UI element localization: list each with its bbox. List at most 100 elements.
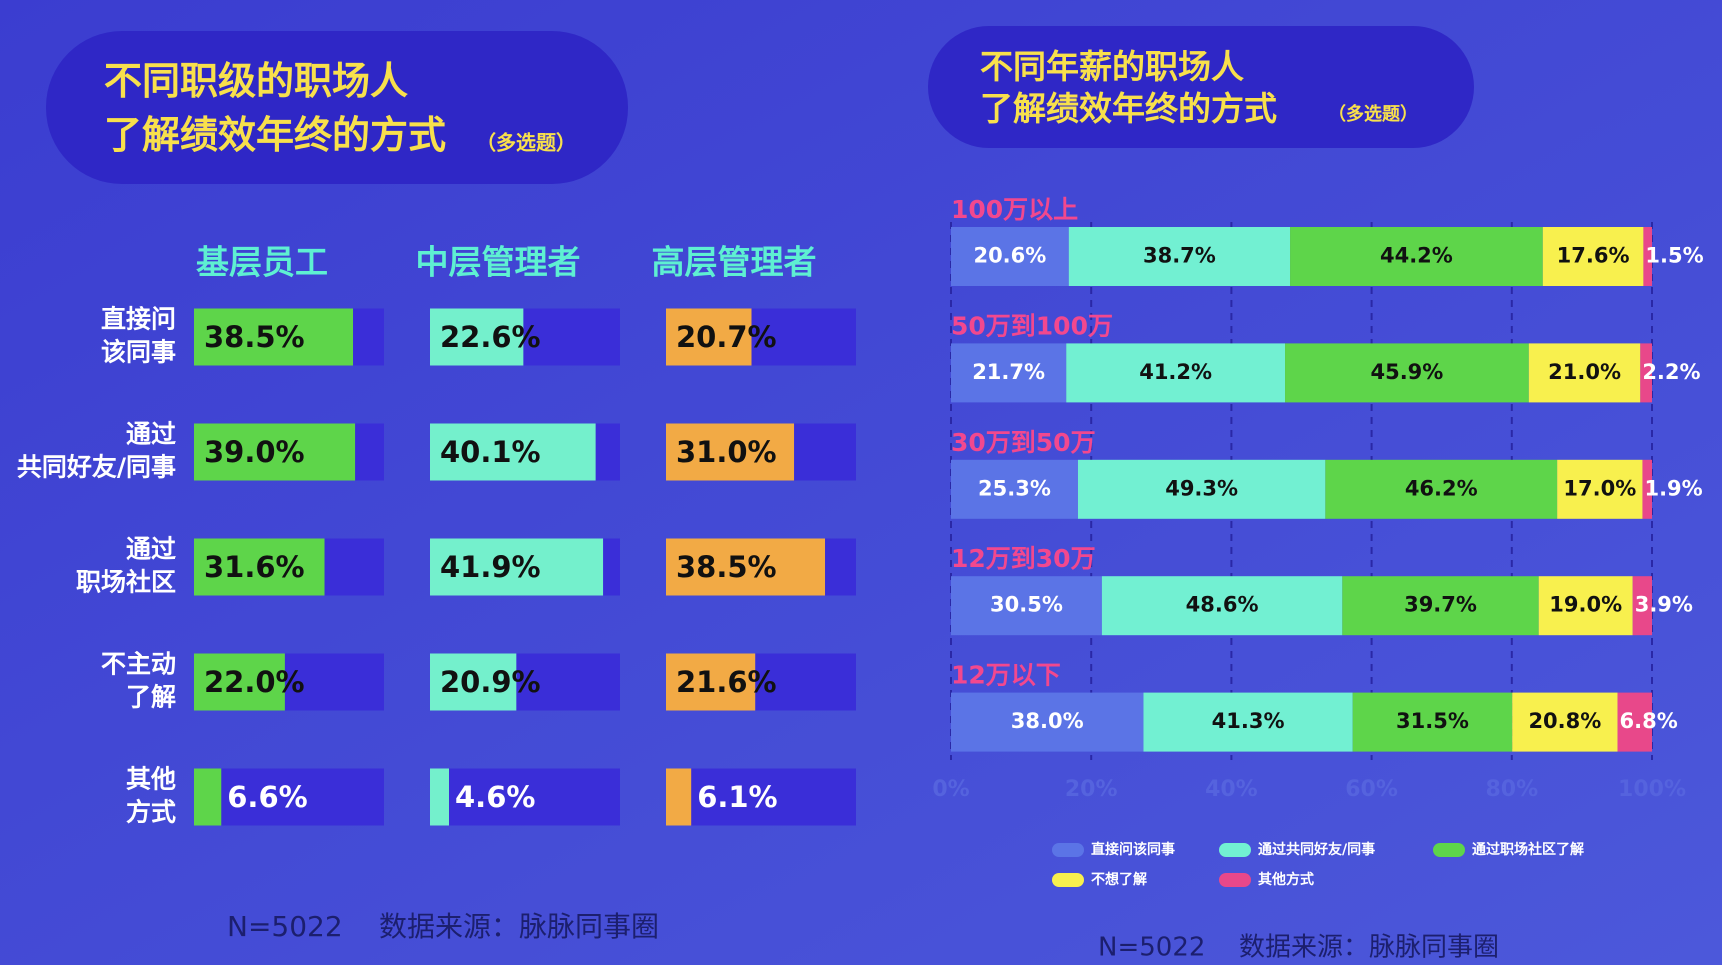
value-label: 17.6% — [1557, 244, 1630, 268]
bar-track — [194, 768, 384, 826]
category-label: 12万以下 — [951, 661, 1061, 690]
legend-label: 直接问该同事 — [1091, 841, 1175, 858]
x-tick-label: 80% — [1485, 777, 1538, 802]
category-label: 直接问该同事 — [101, 305, 176, 367]
bar-segment — [951, 227, 1069, 286]
bar-track — [666, 768, 856, 826]
value-label: 6.6% — [227, 780, 307, 814]
bar — [194, 768, 222, 826]
bar-segment — [951, 343, 1067, 403]
value-label: 22.6% — [440, 320, 541, 354]
value-label: 41.9% — [440, 550, 541, 584]
category-label: 通过职场社区 — [76, 535, 176, 597]
bar — [666, 768, 692, 826]
x-tick-label: 20% — [1065, 777, 1118, 802]
bar — [666, 308, 752, 366]
value-label: 40.1% — [440, 435, 541, 469]
value-label: 20.6% — [973, 244, 1046, 268]
legend-swatch — [1052, 843, 1084, 857]
bar-segment — [1528, 343, 1641, 403]
value-label: 6.1% — [697, 780, 777, 814]
category-label: 12万到30万 — [951, 544, 1096, 573]
legend-swatch — [1433, 843, 1465, 857]
bar-track — [430, 768, 620, 826]
bar — [666, 423, 795, 481]
value-label: 38.7% — [1143, 244, 1216, 268]
bar-segment — [1557, 459, 1643, 519]
category-label: 50万到100万 — [951, 311, 1113, 340]
x-tick-label: 40% — [1205, 777, 1258, 802]
column-header: 中层管理者 — [416, 243, 581, 282]
bar-segment — [1342, 576, 1539, 636]
bar-segment — [1101, 576, 1343, 636]
value-label: 25.3% — [978, 476, 1051, 500]
bar — [666, 538, 826, 596]
category-label: 不主动了解 — [101, 650, 176, 712]
legend-swatch — [1219, 843, 1251, 857]
bar-segment — [1068, 227, 1291, 286]
title-pill — [46, 31, 628, 184]
value-label: 45.9% — [1370, 360, 1443, 384]
value-label: 3.9% — [1635, 593, 1693, 617]
value-label: 30.5% — [990, 593, 1063, 617]
column-header: 基层员工 — [196, 243, 328, 282]
bar — [430, 423, 596, 481]
value-label: 46.2% — [1405, 476, 1478, 500]
sample-note: N=5022 — [1098, 933, 1205, 963]
value-label: 49.3% — [1165, 476, 1238, 500]
value-label: 1.5% — [1645, 244, 1703, 268]
category-label: 30万到50万 — [951, 428, 1096, 457]
value-label: 41.2% — [1139, 360, 1212, 384]
value-label: 39.0% — [204, 435, 305, 469]
legend-swatch — [1052, 873, 1084, 887]
bar — [194, 538, 325, 596]
x-tick-label: 100% — [1618, 777, 1686, 802]
legend-swatch — [1219, 873, 1251, 887]
x-tick-label: 0% — [932, 777, 969, 802]
bar-segment — [1617, 692, 1652, 752]
category-label: 其他方式 — [126, 765, 176, 827]
value-label: 31.0% — [676, 435, 777, 469]
bar-segment — [951, 576, 1102, 636]
bar — [430, 768, 449, 826]
bar-segment — [1143, 692, 1353, 752]
bar-segment — [951, 692, 1144, 752]
bar-segment — [1632, 576, 1652, 636]
sample-note: N=5022 — [227, 910, 343, 943]
value-label: 19.0% — [1549, 593, 1622, 617]
value-label: 21.7% — [972, 360, 1045, 384]
chart-subtitle: （多选题） — [476, 131, 576, 155]
value-label: 48.6% — [1186, 593, 1259, 617]
value-label: 6.8% — [1620, 709, 1678, 733]
legend-label: 不想了解 — [1091, 871, 1147, 888]
value-label: 38.5% — [204, 320, 305, 354]
value-label: 21.6% — [676, 665, 777, 699]
bar — [666, 653, 756, 711]
value-label: 2.2% — [1642, 360, 1700, 384]
value-label: 44.2% — [1380, 244, 1453, 268]
bar — [194, 653, 285, 711]
bar — [430, 308, 524, 366]
chart-title: 不同年薪的职场人了解绩效年终的方式 — [980, 47, 1277, 128]
bar-segment — [951, 459, 1078, 519]
column-header: 高层管理者 — [652, 243, 817, 282]
value-label: 20.8% — [1528, 709, 1601, 733]
bar-segment — [1542, 227, 1644, 286]
bar-segment — [1290, 227, 1543, 286]
category-label: 100万以上 — [951, 195, 1078, 224]
category-label: 通过共同好友/同事 — [17, 420, 176, 482]
value-label: 1.9% — [1644, 476, 1702, 500]
bar-segment — [1643, 227, 1652, 286]
legend-label: 其他方式 — [1258, 871, 1314, 888]
value-label: 39.7% — [1404, 593, 1477, 617]
bar-segment — [1538, 576, 1633, 636]
chart-title: 不同职级的职场人了解绩效年终的方式 — [104, 59, 446, 157]
bar — [194, 423, 356, 481]
bar — [430, 538, 604, 596]
value-label: 38.0% — [1011, 709, 1084, 733]
value-label: 41.3% — [1212, 709, 1285, 733]
chart-subtitle: （多选题） — [1328, 103, 1418, 125]
x-tick-label: 60% — [1345, 777, 1398, 802]
source-note: 数据来源：脉脉同事圈 — [379, 910, 659, 943]
